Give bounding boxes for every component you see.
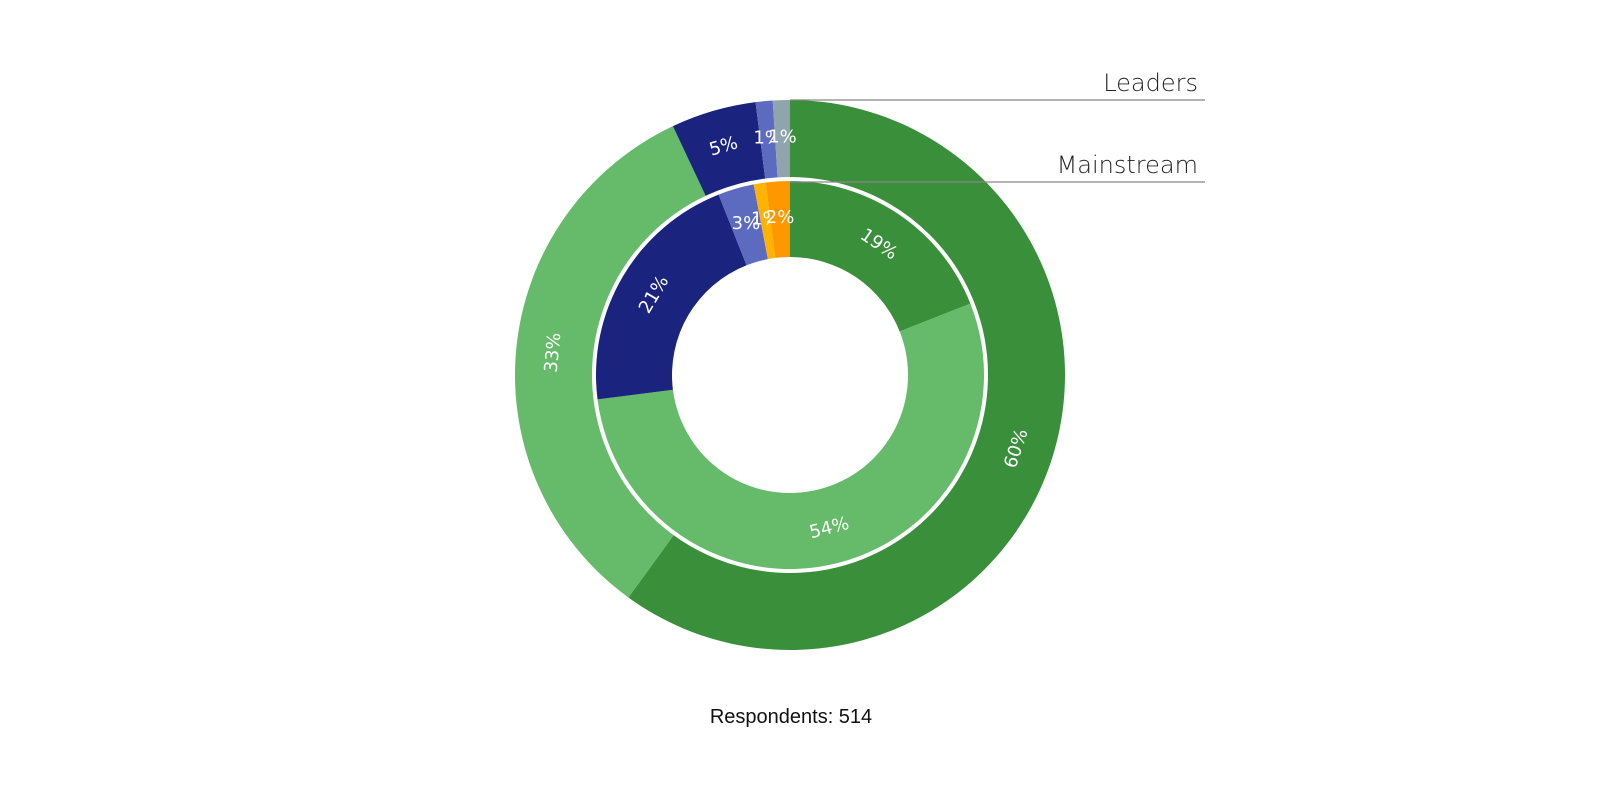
mainstream-slice-label-5: 2%: [766, 207, 795, 228]
ring-separator: [592, 177, 988, 573]
leaders-ring-label: Leaders: [1103, 69, 1198, 97]
leaders-slice-1: [515, 126, 707, 598]
mainstream-ring-label: Mainstream: [1057, 151, 1198, 179]
leaders-slice-label-1: 33%: [541, 332, 566, 374]
leaders-slice-label-4: 1%: [768, 127, 797, 148]
leaders-slice-label-3: 1%: [753, 128, 782, 149]
mainstream-slice-5: [765, 181, 790, 258]
mainstream-ring: 19%54%21%3%1%2%: [596, 181, 985, 570]
mainstream-slice-2: [596, 194, 747, 400]
mainstream-slice-4: [753, 182, 776, 260]
leaders-ring: 60%33%5% 1%1%: [515, 100, 1065, 650]
mainstream-slice-3: [718, 184, 768, 266]
leaders-slice-2: [672, 102, 766, 197]
mainstream-slice-label-3: 3%: [732, 213, 761, 234]
leaders-slice-3: [755, 100, 778, 180]
mainstream-slice-0: [790, 181, 971, 332]
leaders-slice-0: [628, 100, 1065, 650]
ring-labels: Leaders Mainstream: [790, 69, 1205, 183]
leaders-slice-4: [772, 100, 790, 179]
respondents-caption: Respondents: 514: [710, 706, 872, 728]
mainstream-slice-1: [597, 303, 985, 570]
